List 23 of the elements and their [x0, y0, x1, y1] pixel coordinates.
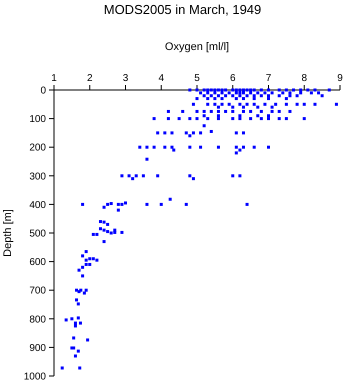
y-tick-label: 600: [29, 257, 46, 268]
x-tick-label: 1: [51, 73, 58, 84]
y-axis-title: Depth [m]: [2, 209, 14, 257]
y-tick-label: 1000: [24, 372, 46, 382]
y-tick-label: 400: [29, 200, 46, 211]
x-tick-label: 3: [122, 73, 129, 84]
chart-title: MODS2005 in March, 1949: [104, 2, 262, 17]
y-tick-label: 300: [29, 171, 46, 182]
x-tick-label: 2: [86, 73, 93, 84]
x-axis-title: Oxygen [ml/l]: [164, 41, 230, 53]
x-tick-label: 7: [266, 73, 272, 84]
x-tick-label: 8: [301, 73, 308, 84]
y-tick-label: 700: [29, 286, 46, 297]
x-tick-label: 6: [230, 73, 236, 84]
y-tick-label: 900: [29, 342, 46, 354]
y-tick-label: 500: [29, 228, 46, 240]
y-tick-label: 0: [40, 86, 46, 96]
x-tick-label: 4: [158, 73, 164, 84]
x-tick-label: 5: [194, 73, 200, 84]
y-tick-label: 800: [29, 314, 46, 326]
x-tick-label: 9: [337, 73, 344, 84]
y-tick-label: 100: [29, 114, 46, 126]
y-tick-label: 200: [29, 142, 46, 154]
